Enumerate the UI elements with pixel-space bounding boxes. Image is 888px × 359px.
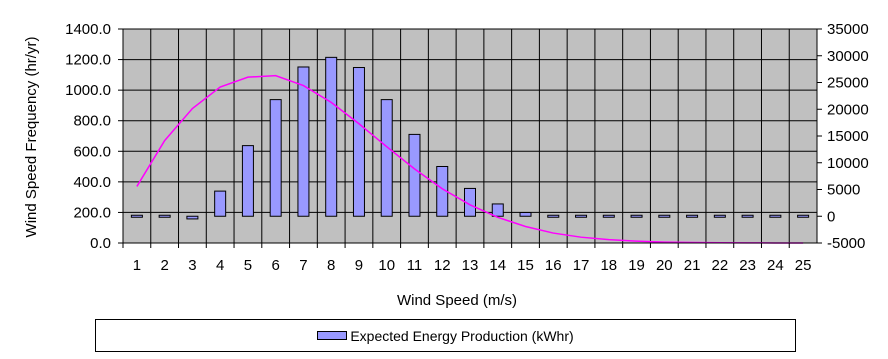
bar-8 [325, 56, 338, 217]
bar-21 [686, 214, 699, 218]
bar-5 [241, 145, 254, 217]
x-axis-tick-labels: 1 2 3 4 5 6 7 8 9 10 11 12 13 14 15 16 17 18 19 20 21 22 23 24 2… [122, 243, 812, 274]
x-tick-label: 25 [795, 257, 812, 274]
left-tick-label: 600.0 [73, 143, 111, 160]
bar-7 [297, 66, 310, 217]
legend-label: Expected Energy Production (kWhr) [350, 327, 574, 344]
bar-14 [491, 203, 504, 217]
right-tick-label: -5000 [827, 235, 865, 252]
x-tick-label: 23 [739, 257, 756, 274]
x-tick-label: 10 [378, 257, 395, 274]
bar-25 [797, 214, 810, 218]
x-tick-label: 16 [545, 257, 562, 274]
x-tick-label: 3 [188, 257, 196, 274]
right-tick-label: 25000 [827, 75, 869, 92]
bar-20 [658, 214, 671, 218]
left-tick-label: 400.0 [73, 174, 111, 191]
bar-4 [214, 190, 227, 217]
bar-11 [408, 133, 421, 217]
left-tick-label: 1000.0 [65, 82, 111, 99]
right-tick-label: 0 [827, 208, 835, 225]
left-tick-label: 1200.0 [65, 52, 111, 69]
bar-10 [380, 99, 393, 217]
x-tick-label: 12 [434, 257, 451, 274]
x-tick-label: 1 [133, 257, 141, 274]
x-tick-label: 18 [600, 257, 617, 274]
x-tick-label: 8 [327, 257, 335, 274]
x-tick-label: 5 [244, 257, 252, 274]
x-tick-label: 2 [160, 257, 168, 274]
x-tick-label: 24 [767, 257, 784, 274]
legend-swatch [317, 331, 348, 340]
x-tick-label: 6 [272, 257, 280, 274]
left-tick-label: 1400.0 [65, 21, 111, 38]
bar-9 [352, 67, 365, 217]
x-tick-label: 21 [684, 257, 701, 274]
right-tick-label: 15000 [827, 128, 869, 145]
x-tick-label: 22 [711, 257, 728, 274]
bar-18 [602, 214, 615, 218]
bar-1 [130, 214, 143, 218]
x-axis-title: Wind Speed (m/s) [397, 292, 517, 309]
bar-3 [186, 215, 199, 220]
x-tick-label: 7 [299, 257, 307, 274]
bar-23 [741, 214, 754, 218]
x-tick-label: 17 [573, 257, 590, 274]
left-tick-label: 800.0 [73, 113, 111, 130]
x-tick-label: 20 [656, 257, 673, 274]
x-tick-label: 4 [216, 257, 224, 274]
legend: Expected Energy Production (kWhr) [95, 319, 796, 352]
right-tick-label: 5000 [827, 182, 860, 199]
bar-16 [547, 214, 560, 218]
x-tick-label: 13 [462, 257, 479, 274]
left-tick-label: 200.0 [73, 204, 111, 221]
right-axis-tick-labels: -5000 0 5000 10000 15000 20000 25000 30000 35000 [817, 21, 869, 252]
x-tick-label: 9 [355, 257, 363, 274]
bar-2 [158, 214, 171, 218]
bar-17 [575, 214, 588, 218]
x-tick-label: 11 [407, 257, 423, 274]
bar-24 [769, 214, 782, 218]
left-tick-label: 0.0 [90, 235, 111, 252]
x-tick-label: 19 [628, 257, 645, 274]
right-tick-label: 10000 [827, 155, 869, 172]
y-axis-title-left: Wind Speed Frequency (hr/yr) [23, 37, 40, 238]
axis-lines [122, 29, 818, 244]
bar-19 [630, 214, 643, 218]
right-tick-label: 30000 [827, 48, 869, 65]
x-tick-label: 14 [489, 257, 506, 274]
right-tick-label: 20000 [827, 101, 869, 118]
bar-15 [519, 212, 532, 217]
bar-22 [713, 214, 726, 218]
right-tick-label: 35000 [827, 21, 869, 38]
bar-6 [269, 99, 282, 217]
left-axis-tick-labels: 0.0 200.0 400.0 600.0 800.0 1000.0 1200.0 1400.… [65, 21, 123, 252]
x-tick-label: 15 [517, 257, 534, 274]
bars-series [130, 56, 810, 220]
